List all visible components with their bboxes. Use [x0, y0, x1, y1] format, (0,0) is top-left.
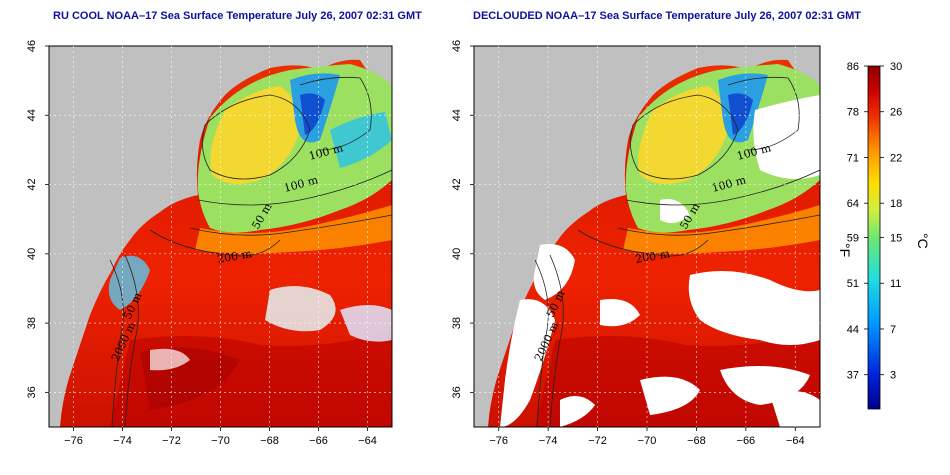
cloud-patch: [265, 286, 336, 332]
y-tick-label: 44: [26, 109, 38, 121]
fahrenheit-tick-label: 44: [847, 324, 859, 336]
temperature-colorbar: 86 30 78 26 71 22 64 18 59 15 51 11 44 7 37 3 °F °C: [837, 61, 931, 410]
x-tick-label: −74: [113, 435, 132, 447]
fahrenheit-tick-label: 37: [847, 370, 859, 382]
cool-scotian-shelf: [330, 112, 392, 168]
x-tick-label: −66: [309, 435, 328, 447]
cold-core-gulf-of-maine: [300, 93, 325, 135]
right-map-panel: 100 m 100 m 50 m 200 m 2000 m 50 m −76 −7…: [451, 40, 821, 447]
left-map-title: RU COOL NOAA–17 Sea Surface Temperature …: [53, 10, 422, 22]
contour-label-200m: 200 m: [634, 247, 671, 266]
contour-label-200m: 200 m: [216, 247, 253, 266]
y-tick-label: 38: [26, 317, 38, 329]
fahrenheit-tick-label: 59: [847, 233, 859, 245]
x-tick-label: −70: [638, 435, 657, 447]
celsius-tick-label: 22: [890, 152, 902, 164]
y-tick-label: 40: [451, 248, 463, 260]
x-tick-label: −64: [786, 435, 805, 447]
celsius-tick-label: 18: [890, 198, 902, 210]
cloud-mask-regions: [500, 95, 820, 427]
colorbar-gradient: [867, 65, 881, 410]
y-tick-label: 36: [451, 386, 463, 398]
celsius-tick-label: 15: [890, 233, 902, 245]
x-tick-label: −66: [737, 435, 756, 447]
landmass: [474, 46, 820, 427]
celsius-tick-label: 11: [890, 278, 901, 290]
y-tick-label: 46: [26, 40, 38, 52]
landmass: [49, 46, 392, 427]
fahrenheit-tick-label: 78: [847, 107, 859, 119]
celsius-unit-label: °C: [915, 233, 931, 249]
y-tick-label: 42: [26, 178, 38, 190]
cold-core-gulf-of-maine: [728, 93, 753, 135]
left-axes: −76 −74 −72 −70 −68 −66 −64 36 38 40 42 44 46: [26, 40, 392, 447]
bathymetry-contours: [109, 76, 392, 427]
georges-bank-warm: [638, 86, 728, 184]
x-tick-label: −70: [211, 435, 230, 447]
y-tick-label: 46: [451, 40, 463, 52]
colorbar-ticks: 86 30 78 26 71 22 64 18 59 15 51 11 44 7 37 3: [847, 61, 903, 382]
x-tick-label: −64: [358, 435, 377, 447]
cool-coastal-water: [108, 255, 150, 310]
celsius-tick-label: 26: [890, 107, 902, 119]
x-tick-label: −74: [539, 435, 558, 447]
y-tick-label: 40: [26, 248, 38, 260]
y-tick-label: 38: [451, 317, 463, 329]
x-tick-label: −72: [588, 435, 607, 447]
fahrenheit-tick-label: 51: [847, 278, 859, 290]
right-map-title: DECLOUDED NOAA–17 Sea Surface Temperatur…: [473, 10, 862, 22]
cloud-patch: [150, 348, 190, 371]
y-tick-label: 36: [26, 386, 38, 398]
fahrenheit-tick-label: 64: [847, 198, 859, 210]
x-tick-label: −76: [64, 435, 83, 447]
fahrenheit-tick-label: 71: [847, 152, 859, 164]
x-tick-label: −68: [687, 435, 706, 447]
georges-bank-warm: [210, 86, 300, 184]
x-tick-label: −72: [162, 435, 181, 447]
fahrenheit-tick-label: 86: [847, 61, 859, 73]
bathymetry-contours: [534, 76, 820, 427]
right-axes: −76 −74 −72 −70 −68 −66 −64 36 38 40 42 44 46: [451, 40, 820, 447]
shelf-slope-front: [623, 205, 820, 254]
celsius-tick-label: 7: [890, 324, 896, 336]
celsius-tick-label: 3: [890, 370, 896, 382]
x-tick-label: −68: [260, 435, 279, 447]
celsius-tick-label: 30: [890, 61, 902, 73]
x-tick-label: −76: [489, 435, 508, 447]
y-tick-label: 44: [451, 109, 463, 121]
left-map-panel: 100 m 100 m 50 m 200 m 2000 m 50 m −76 −7…: [26, 40, 393, 447]
y-tick-label: 42: [451, 178, 463, 190]
shelf-slope-front: [195, 205, 392, 254]
fahrenheit-unit-label: °F: [837, 243, 853, 257]
